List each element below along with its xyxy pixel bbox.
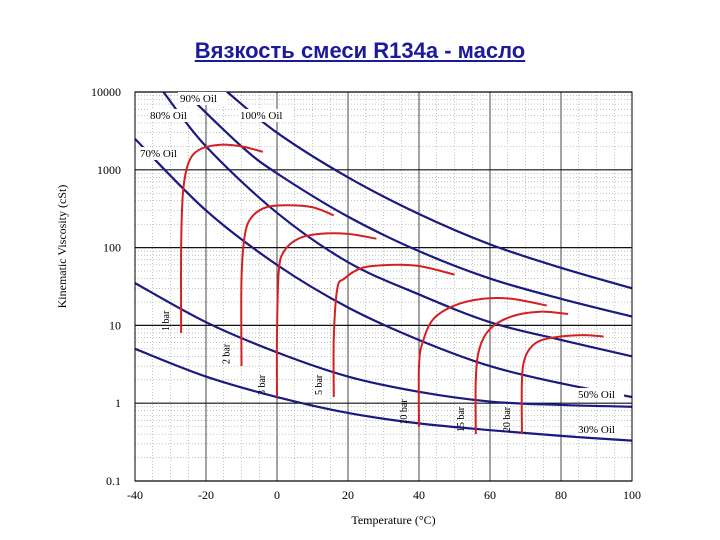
oil-curve-50-oil: [135, 282, 632, 408]
oil-label-background: [576, 423, 625, 436]
oil-curve-label: 80% Oil: [150, 110, 187, 122]
oil-label-background: [576, 388, 625, 401]
grid: [134, 91, 633, 482]
x-tick-label: -40: [127, 488, 143, 502]
y-tick-label: 100: [103, 241, 121, 255]
pressure-curve-label: 20 bar: [502, 406, 513, 432]
pressure-curve-label: 2 bar: [222, 343, 233, 364]
plot-frame: [134, 91, 633, 482]
oil-curve-label: 100% Oil: [240, 110, 282, 122]
pressure-curve-3-bar: [275, 232, 377, 398]
x-tick-label: 80: [555, 488, 567, 502]
y-tick-label: 10000: [91, 85, 121, 99]
pressure-curve-2-bar: [240, 204, 335, 367]
oil-curve-100-oil: [226, 92, 632, 290]
oil-curve-label: 30% Oil: [578, 424, 615, 436]
oil-label-background: [238, 109, 293, 122]
x-tick-label: 100: [623, 488, 641, 502]
pressure-curve-1-bar: [180, 143, 264, 333]
oil-label-background: [148, 109, 197, 122]
y-tick-label: 10: [109, 318, 121, 332]
series-labels: 100% Oil 90% Oil 80% Oil 70% Oil 50% Oil 30% …: [138, 92, 625, 436]
pressure-curve-label: 15 bar: [456, 406, 467, 432]
tick-labels: -40 -20 0 20 40 60 80 100 0.1 1 10 100 1000 10000: [91, 85, 641, 502]
pressure-curve-15-bar: [474, 310, 569, 435]
pressure-curve-label: 3 bar: [257, 374, 268, 395]
pressure-curve-label: 5 bar: [314, 374, 325, 395]
y-tick-label: 0.1: [106, 474, 121, 488]
pressure-curve-label: 10 bar: [399, 399, 410, 425]
x-tick-label: 0: [274, 488, 280, 502]
x-tick-label: 60: [484, 488, 496, 502]
pressure-curve-10-bar: [417, 296, 547, 427]
oil-curve-label: 50% Oil: [578, 389, 615, 401]
oil-label-background: [138, 147, 187, 160]
x-tick-label: 20: [342, 488, 354, 502]
y-tick-label: 1: [115, 396, 121, 410]
oil-label-background: [178, 92, 227, 105]
chart-title: Вязкость смеси R134a - масло: [194, 38, 526, 63]
oil-curve-90-oil: [183, 92, 632, 318]
pressure-curve-5-bar: [332, 263, 455, 398]
oil-curve-30-oil: [135, 347, 632, 442]
pressure-curve-label: 1 bar: [161, 310, 172, 331]
x-axis-title: Temperature (°C): [351, 513, 435, 527]
oil-curve-label: 90% Oil: [180, 93, 217, 105]
y-tick-label: 1000: [97, 163, 121, 177]
oil-curve-70-oil: [135, 138, 632, 399]
x-tick-label: 40: [413, 488, 425, 502]
pressure-curves: [180, 143, 604, 435]
oil-curve-label: 70% Oil: [140, 148, 177, 160]
pressure-curve-20-bar: [520, 334, 604, 435]
y-axis-title: Kinematic Viscosity (cSt): [55, 185, 69, 309]
x-tick-label: -20: [198, 488, 214, 502]
